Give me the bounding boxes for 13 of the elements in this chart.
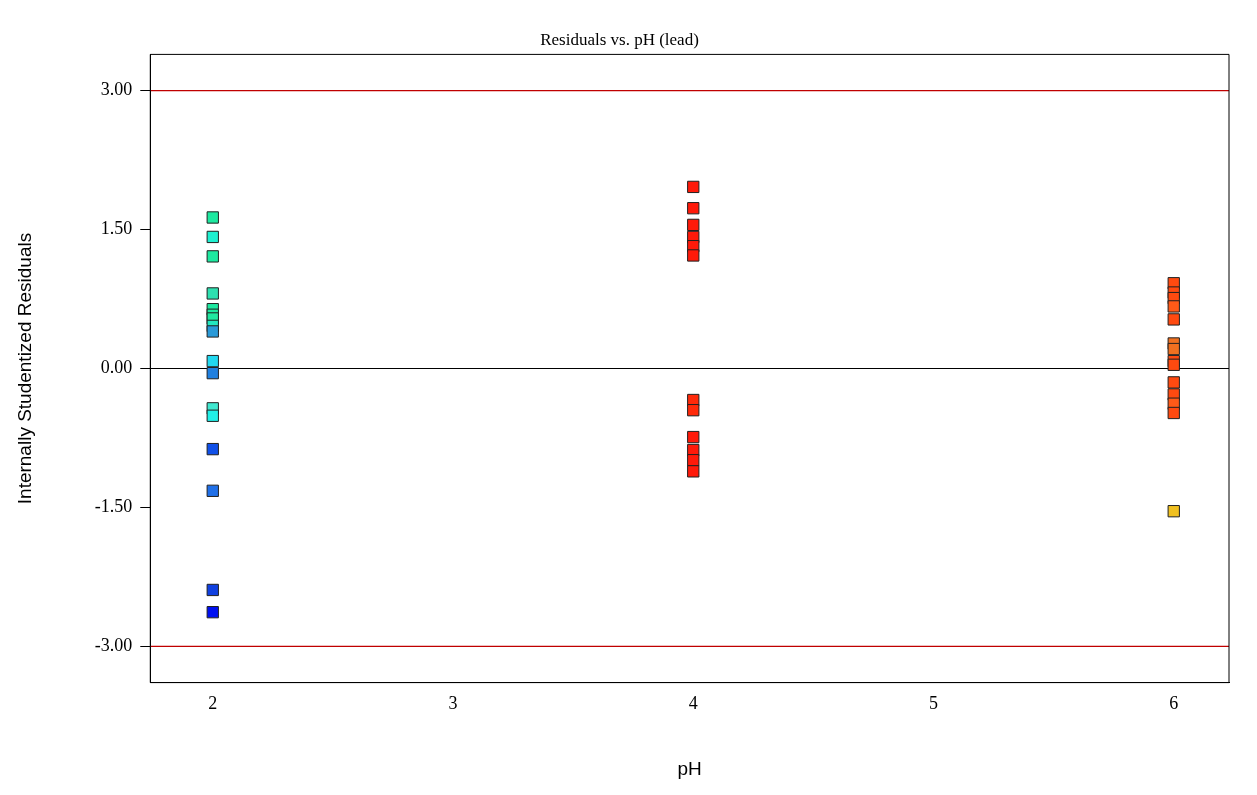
chart-title: Residuals vs. pH (lead): [540, 29, 699, 49]
x-tick-label: 4: [688, 693, 698, 714]
y-tick-label: -1.50: [94, 496, 133, 517]
x-tick-label: 5: [929, 693, 938, 714]
y-axis-title: Internally Studentized Residuals: [13, 232, 35, 505]
y-tick-label: 3.00: [100, 79, 133, 100]
x-tick-label: 6: [1169, 693, 1179, 714]
x-tick-label: 2: [208, 693, 218, 714]
x-axis-title: pH: [677, 757, 702, 779]
y-tick-label: 1.50: [100, 218, 133, 239]
x-tick-label: 3: [448, 693, 458, 714]
y-tick-label: 0.00: [100, 357, 133, 378]
y-tick-label: -3.00: [94, 635, 133, 656]
